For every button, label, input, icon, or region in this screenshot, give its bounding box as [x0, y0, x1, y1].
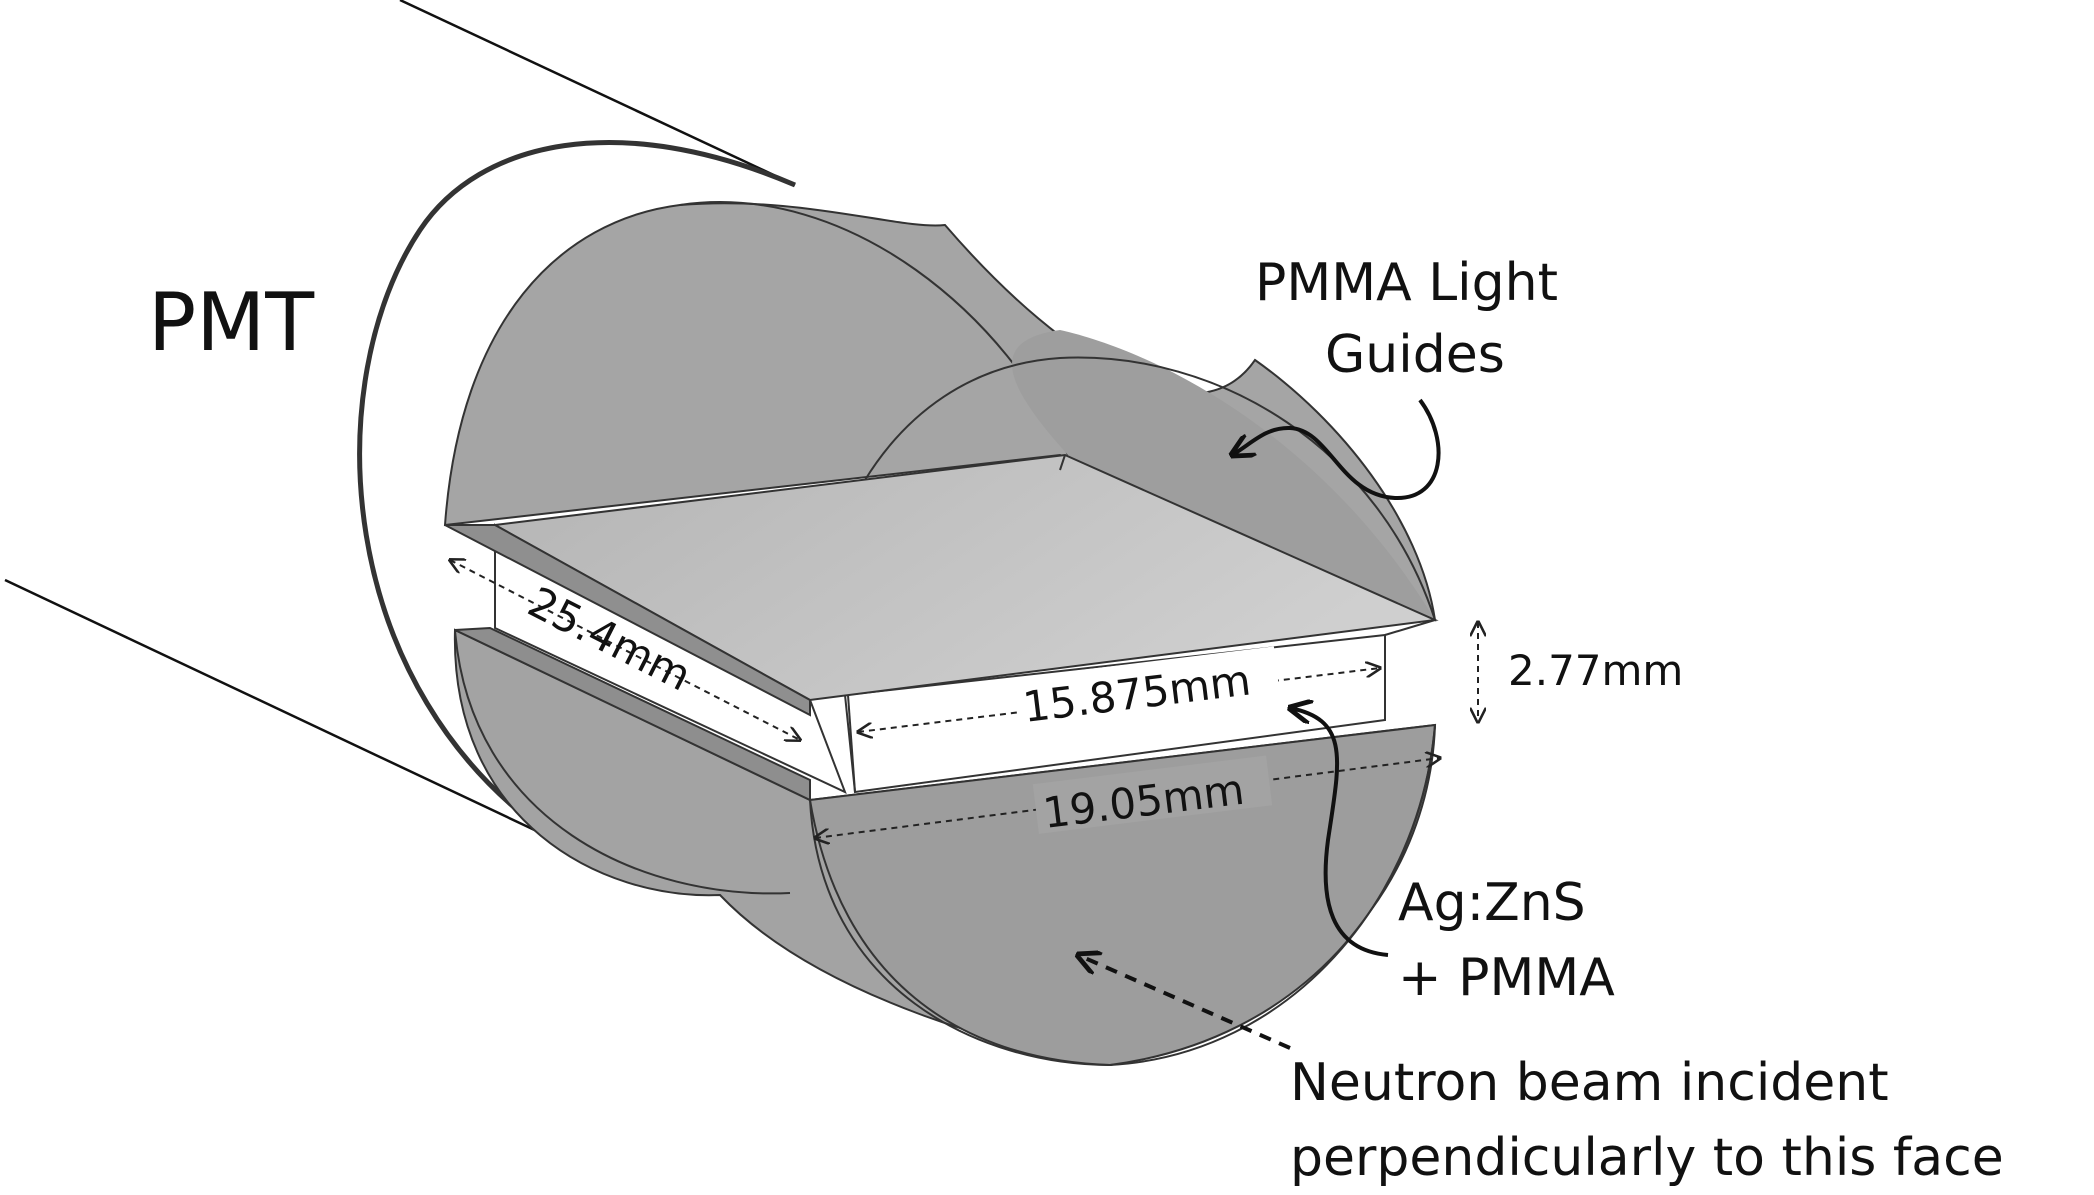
upper-guide-front-face — [1012, 330, 1435, 620]
scintillator-callout: Ag:ZnS + PMMA — [1290, 708, 1615, 1008]
light-guides-arrow — [1232, 398, 1441, 501]
beam-arrow — [1078, 955, 1291, 1050]
pmt-edge-bottom — [4, 578, 561, 844]
light-guides-callout: PMMA Light Guides — [1232, 253, 1558, 501]
beam-callout: Neutron beam incident perpendicularly to… — [1078, 955, 2004, 1188]
lower-guide-end-arc — [809, 724, 1436, 1067]
light-guides-label-line1: PMMA Light — [1255, 253, 1558, 313]
upper-guide-curved-surface — [443, 202, 1437, 622]
scint-width-label-bg — [1015, 646, 1281, 730]
scintillator-arrow — [1290, 708, 1389, 957]
dimension-guide-width: 19.05mm — [815, 756, 1440, 838]
scintillator-label-line1: Ag:ZnS — [1398, 873, 1586, 933]
scintillator-label-line2: + PMMA — [1398, 948, 1615, 1008]
dimension-thickness: 2.77mm — [1478, 622, 1683, 722]
thickness-label: 2.77mm — [1508, 646, 1683, 695]
pmt-face-arc — [357, 140, 796, 845]
beam-label-line2: perpendicularly to this face — [1290, 1128, 2004, 1188]
pmt-label: PMT — [148, 276, 315, 369]
guide-width-label-bg — [1032, 755, 1273, 834]
light-guides-label-line2: Guides — [1325, 325, 1505, 385]
scint-top-rim — [1059, 454, 1436, 636]
pmt-tube — [4, 0, 796, 845]
beam-label-line1: Neutron beam incident — [1290, 1053, 1889, 1113]
pmt-edge-top — [399, 0, 796, 187]
